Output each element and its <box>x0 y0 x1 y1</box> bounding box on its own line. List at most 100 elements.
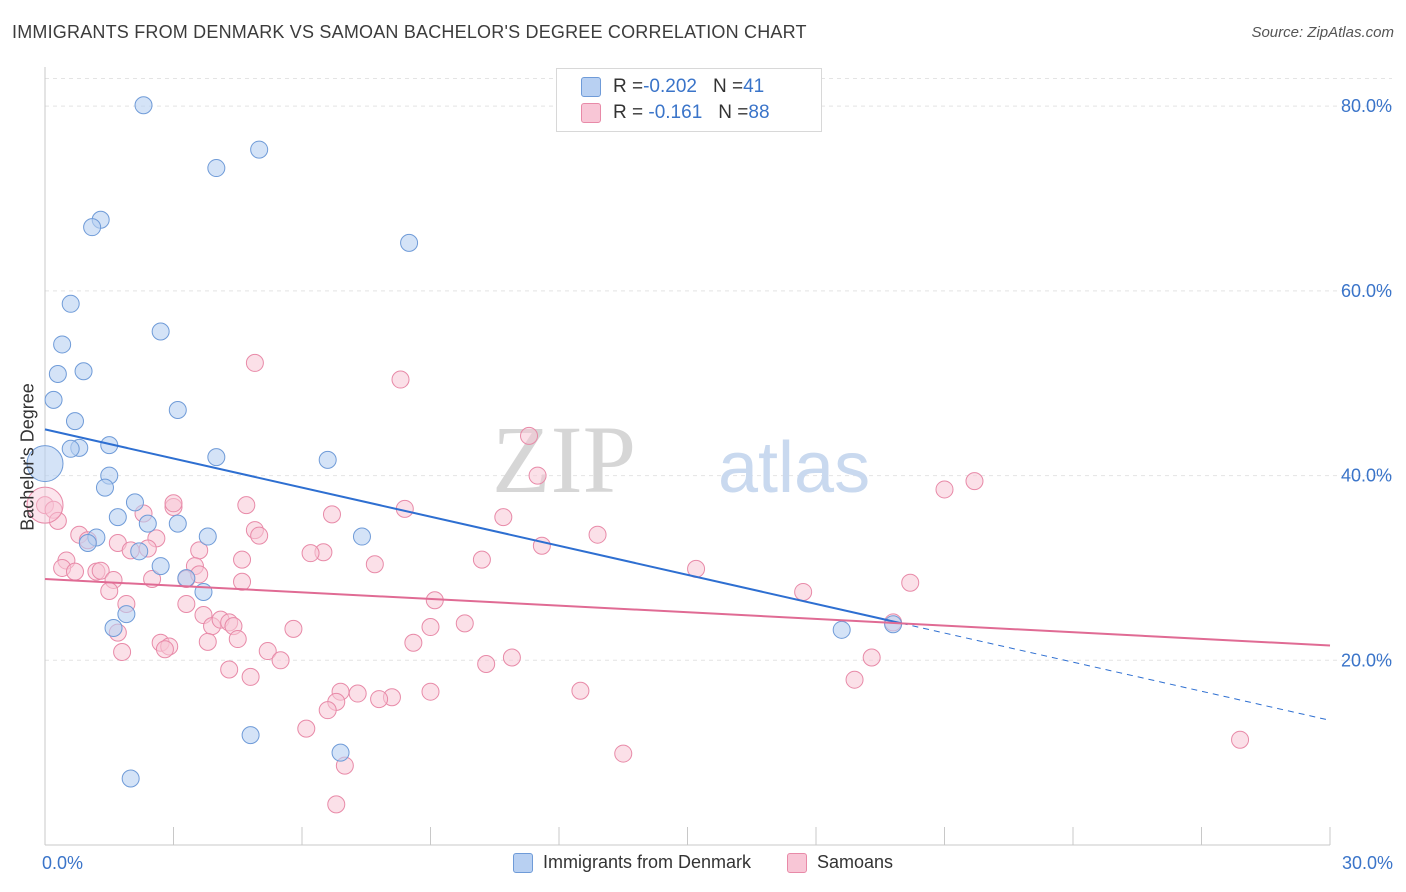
series-label-denmark: Immigrants from Denmark <box>542 852 751 872</box>
denmark-point <box>26 445 64 483</box>
denmark-point <box>884 615 903 634</box>
x-tick-label: 30.0% <box>1342 853 1393 873</box>
denmark-point <box>53 335 72 354</box>
series-legend-samoan[interactable]: Samoans <box>787 852 893 873</box>
samoan-point <box>455 614 474 633</box>
y-tick-label: 20.0% <box>1341 650 1392 670</box>
samoan-point <box>143 570 162 589</box>
y-axis-label: Bachelor's Degree <box>17 383 38 531</box>
samoan-point <box>220 660 239 679</box>
series-label-samoan: Samoans <box>817 852 894 872</box>
legend-n-label: N = <box>718 102 749 123</box>
samoan-point <box>245 353 264 372</box>
samoan-point <box>237 496 256 515</box>
samoan-point <box>297 719 316 738</box>
denmark-point <box>318 450 337 469</box>
y-tick-label: 40.0% <box>1341 466 1392 486</box>
samoan-point <box>862 648 881 667</box>
chart-source: Source: ZipAtlas.com <box>1251 24 1394 41</box>
samoan-point <box>528 466 547 485</box>
denmark-point <box>130 542 149 561</box>
samoan-point <box>233 550 252 569</box>
series-legend: Immigrants from Denmark Samoans <box>0 852 1406 873</box>
legend-n-label: N = <box>712 76 744 97</box>
samoan-point <box>113 642 132 661</box>
denmark-point <box>61 439 80 458</box>
samoan-point <box>845 670 864 689</box>
denmark-point <box>241 726 260 745</box>
samoan-point <box>177 594 196 613</box>
samoan-point <box>588 525 607 544</box>
legend-n-value: 88 <box>748 102 770 123</box>
samoan-point <box>284 619 303 638</box>
denmark-point <box>134 96 153 115</box>
denmark-point <box>151 322 170 341</box>
legend-row-denmark: R = -0.202 N = 41 <box>581 74 764 100</box>
denmark-point <box>104 618 123 637</box>
denmark-point <box>61 294 80 313</box>
samoan-point <box>477 654 496 673</box>
samoan-point <box>155 640 174 659</box>
samoan-point <box>65 562 84 581</box>
samoan-point <box>1231 730 1250 749</box>
correlation-legend: R = -0.202 N = 41 R = -0.161 N = 88 <box>556 68 822 132</box>
legend-swatch-denmark <box>581 77 601 97</box>
tick-labels: 20.0% 40.0% 60.0% 80.0% 0.0% 30.0% <box>42 96 1393 873</box>
denmark-point <box>83 218 102 237</box>
samoans-series <box>26 353 1250 814</box>
samoan-point <box>322 505 341 524</box>
samoan-point <box>271 651 290 670</box>
denmark-point <box>74 362 93 381</box>
samoan-point <box>404 633 423 652</box>
denmark-point <box>48 365 67 383</box>
legend-r-value: -0.202 <box>643 76 697 97</box>
denmark-point <box>121 769 140 788</box>
denmark-point <box>832 620 851 639</box>
denmark-point <box>151 557 170 576</box>
grid-lines <box>45 77 1392 661</box>
series-legend-denmark[interactable]: Immigrants from Denmark <box>512 852 751 873</box>
watermark-zip: ZIP <box>492 406 636 513</box>
denmark-point <box>125 493 144 512</box>
samoan-point <box>571 681 590 700</box>
series-swatch-denmark <box>512 852 533 873</box>
trend-lines <box>44 428 1331 721</box>
denmark-point <box>138 514 157 533</box>
samoan-point <box>614 744 633 763</box>
samoan-point <box>794 582 813 601</box>
samoan-point <box>421 618 440 637</box>
y-tick-label: 80.0% <box>1341 96 1392 116</box>
samoan-point <box>318 701 337 720</box>
denmark-point <box>207 159 226 178</box>
denmark-point <box>168 514 187 533</box>
samoan-point <box>301 544 320 563</box>
denmark-point <box>117 605 136 624</box>
samoan-point <box>901 573 920 592</box>
denmark-point <box>78 534 97 553</box>
samoan-point <box>228 630 247 649</box>
denmark-trend-extension <box>901 622 1331 721</box>
legend-r-label: R = <box>613 102 644 123</box>
samoan-point <box>391 370 410 389</box>
denmark-point <box>250 140 269 159</box>
watermark-atlas: atlas <box>718 428 870 508</box>
denmark-point <box>65 412 84 431</box>
samoan-point <box>91 561 110 580</box>
legend-row-samoan: R = -0.161 N = 88 <box>581 100 770 126</box>
y-tick-label: 60.0% <box>1341 281 1392 301</box>
samoan-point <box>494 508 513 527</box>
samoan-point <box>233 572 252 591</box>
samoan-point <box>164 494 183 513</box>
x-tick-label: 0.0% <box>42 853 83 873</box>
denmark-point <box>44 390 63 409</box>
legend-n-value: 41 <box>743 76 765 97</box>
denmark-point <box>95 478 114 497</box>
denmark-point <box>207 448 226 467</box>
denmark-point <box>108 508 127 527</box>
samoan-point <box>48 511 67 530</box>
samoan-point <box>520 426 539 445</box>
samoan-trend-line <box>44 578 1331 647</box>
samoan-point <box>348 684 367 703</box>
samoan-point <box>935 480 954 499</box>
